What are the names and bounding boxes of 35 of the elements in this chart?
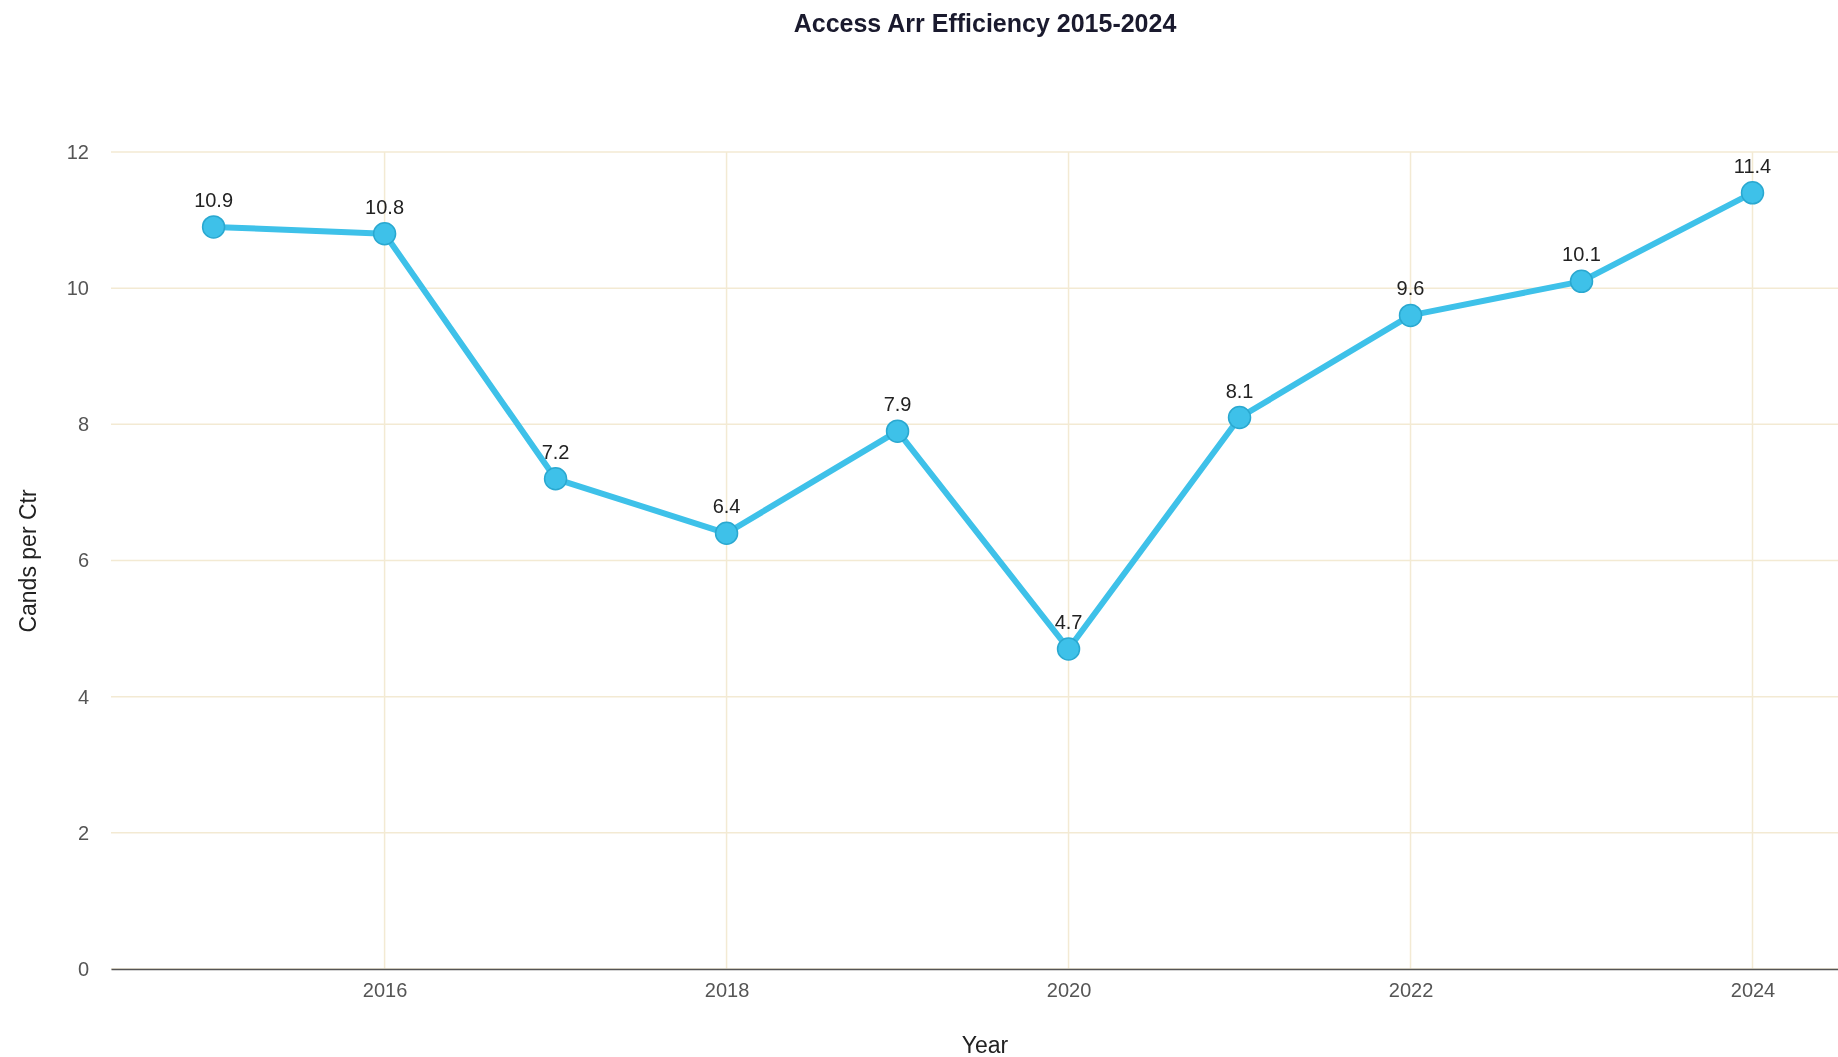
y-tick-label: 6 xyxy=(77,549,89,572)
point xyxy=(1056,637,1081,661)
data-label: 10.9 xyxy=(194,188,234,211)
y-tick-label: 8 xyxy=(77,413,89,436)
point xyxy=(1398,303,1423,328)
data-label: 9.6 xyxy=(1396,277,1425,300)
point xyxy=(1227,405,1252,430)
point xyxy=(714,521,739,545)
x-tick-label: 2024 xyxy=(1730,979,1776,1002)
data-label: 10.8 xyxy=(365,195,405,218)
y-tick-label: 10 xyxy=(66,277,89,300)
chart-title: Access Arr Efficiency 2015-2024 xyxy=(793,9,1177,37)
point xyxy=(1569,269,1594,294)
data-label: 7.9 xyxy=(883,393,912,416)
point xyxy=(201,215,226,239)
x-tick-label: 2022 xyxy=(1388,979,1434,1002)
data-label: 4.7 xyxy=(1054,611,1083,634)
point xyxy=(1740,181,1765,205)
y-tick-label: 2 xyxy=(77,821,89,844)
y-tick-label: 4 xyxy=(77,685,89,708)
point xyxy=(543,467,568,491)
point xyxy=(885,419,910,443)
y-tick-label: 0 xyxy=(77,957,89,980)
y-tick-label: 12 xyxy=(66,140,89,163)
point xyxy=(372,221,397,246)
y-axis-title: Cands per Ctr xyxy=(15,489,41,633)
data-label: 8.1 xyxy=(1225,379,1254,402)
x-tick-label: 2018 xyxy=(704,979,750,1002)
data-label: 10.1 xyxy=(1562,243,1601,266)
data-label: 6.4 xyxy=(712,495,741,518)
x-axis-title: Year xyxy=(961,1032,1009,1057)
data-label: 11.4 xyxy=(1733,154,1772,177)
x-tick-label: 2020 xyxy=(1046,979,1092,1002)
data-label: 7.2 xyxy=(541,440,570,463)
x-tick-label: 2016 xyxy=(362,979,408,1002)
